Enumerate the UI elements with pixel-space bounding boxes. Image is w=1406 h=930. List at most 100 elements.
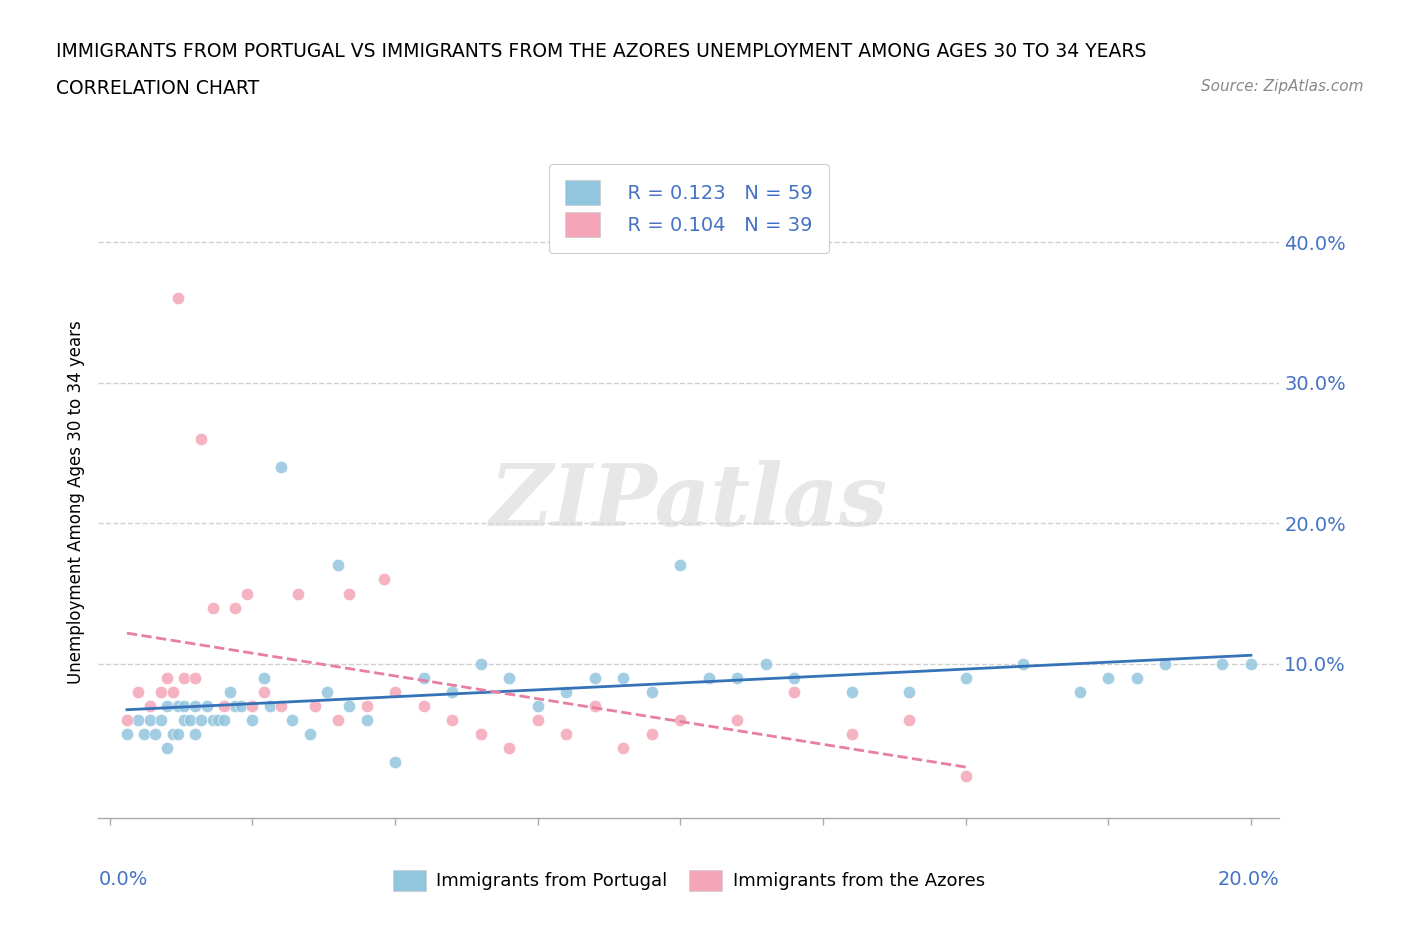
Point	[201, 600, 224, 615]
Point	[162, 684, 184, 699]
Point	[1154, 657, 1177, 671]
Point	[224, 698, 246, 713]
Point	[236, 586, 259, 601]
Point	[207, 712, 229, 727]
Point	[612, 671, 634, 685]
Point	[218, 684, 240, 699]
Point	[184, 671, 207, 685]
Point	[156, 740, 179, 755]
Point	[212, 698, 235, 713]
Text: ZIPatlas: ZIPatlas	[489, 460, 889, 544]
Point	[242, 712, 264, 727]
Point	[179, 712, 201, 727]
Point	[841, 726, 863, 741]
Point	[841, 684, 863, 699]
Point	[229, 698, 252, 713]
Point	[725, 671, 748, 685]
Y-axis label: Unemployment Among Ages 30 to 34 years: Unemployment Among Ages 30 to 34 years	[66, 320, 84, 684]
Point	[253, 671, 276, 685]
Point	[173, 671, 195, 685]
Point	[783, 684, 806, 699]
Point	[156, 671, 179, 685]
Point	[156, 698, 179, 713]
Text: 20.0%: 20.0%	[1218, 870, 1279, 888]
Point	[498, 740, 520, 755]
Point	[1211, 657, 1233, 671]
Point	[242, 698, 264, 713]
Point	[412, 671, 434, 685]
Point	[441, 712, 464, 727]
Point	[583, 671, 606, 685]
Point	[725, 712, 748, 727]
Point	[127, 712, 149, 727]
Point	[127, 684, 149, 699]
Point	[897, 712, 920, 727]
Text: IMMIGRANTS FROM PORTUGAL VS IMMIGRANTS FROM THE AZORES UNEMPLOYMENT AMONG AGES 3: IMMIGRANTS FROM PORTUGAL VS IMMIGRANTS F…	[56, 42, 1147, 60]
Point	[339, 586, 361, 601]
Point	[259, 698, 281, 713]
Point	[184, 698, 207, 713]
Point	[162, 726, 184, 741]
Point	[583, 698, 606, 713]
Point	[326, 712, 349, 727]
Point	[526, 698, 548, 713]
Point	[526, 712, 548, 727]
Point	[184, 726, 207, 741]
Point	[384, 755, 406, 770]
Point	[190, 432, 212, 446]
Point	[783, 671, 806, 685]
Point	[212, 712, 235, 727]
Point	[669, 712, 692, 727]
Point	[470, 726, 492, 741]
Point	[356, 698, 378, 713]
Point	[384, 684, 406, 699]
Point	[115, 726, 138, 741]
Point	[441, 684, 464, 699]
Point	[253, 684, 276, 699]
Point	[641, 726, 664, 741]
Point	[1240, 657, 1263, 671]
Point	[270, 698, 292, 713]
Point	[281, 712, 304, 727]
Point	[641, 684, 664, 699]
Point	[139, 698, 162, 713]
Point	[167, 698, 190, 713]
Point	[145, 726, 167, 741]
Point	[150, 684, 173, 699]
Text: CORRELATION CHART: CORRELATION CHART	[56, 79, 260, 98]
Point	[115, 712, 138, 727]
Point	[412, 698, 434, 713]
Point	[304, 698, 326, 713]
Point	[555, 684, 578, 699]
Point	[897, 684, 920, 699]
Point	[150, 712, 173, 727]
Point	[669, 558, 692, 573]
Point	[1126, 671, 1149, 685]
Point	[356, 712, 378, 727]
Point	[190, 712, 212, 727]
Point	[955, 769, 977, 784]
Point	[373, 572, 395, 587]
Text: 0.0%: 0.0%	[98, 870, 148, 888]
Point	[1097, 671, 1119, 685]
Point	[612, 740, 634, 755]
Point	[167, 726, 190, 741]
Point	[1011, 657, 1033, 671]
Point	[755, 657, 778, 671]
Point	[1069, 684, 1091, 699]
Point	[339, 698, 361, 713]
Point	[173, 698, 195, 713]
Point	[173, 712, 195, 727]
Point	[298, 726, 321, 741]
Point	[955, 671, 977, 685]
Point	[315, 684, 337, 699]
Point	[132, 726, 155, 741]
Point	[470, 657, 492, 671]
Point	[555, 726, 578, 741]
Point	[201, 712, 224, 727]
Point	[697, 671, 720, 685]
Point	[270, 459, 292, 474]
Point	[167, 291, 190, 306]
Point	[224, 600, 246, 615]
Text: Source: ZipAtlas.com: Source: ZipAtlas.com	[1201, 79, 1364, 94]
